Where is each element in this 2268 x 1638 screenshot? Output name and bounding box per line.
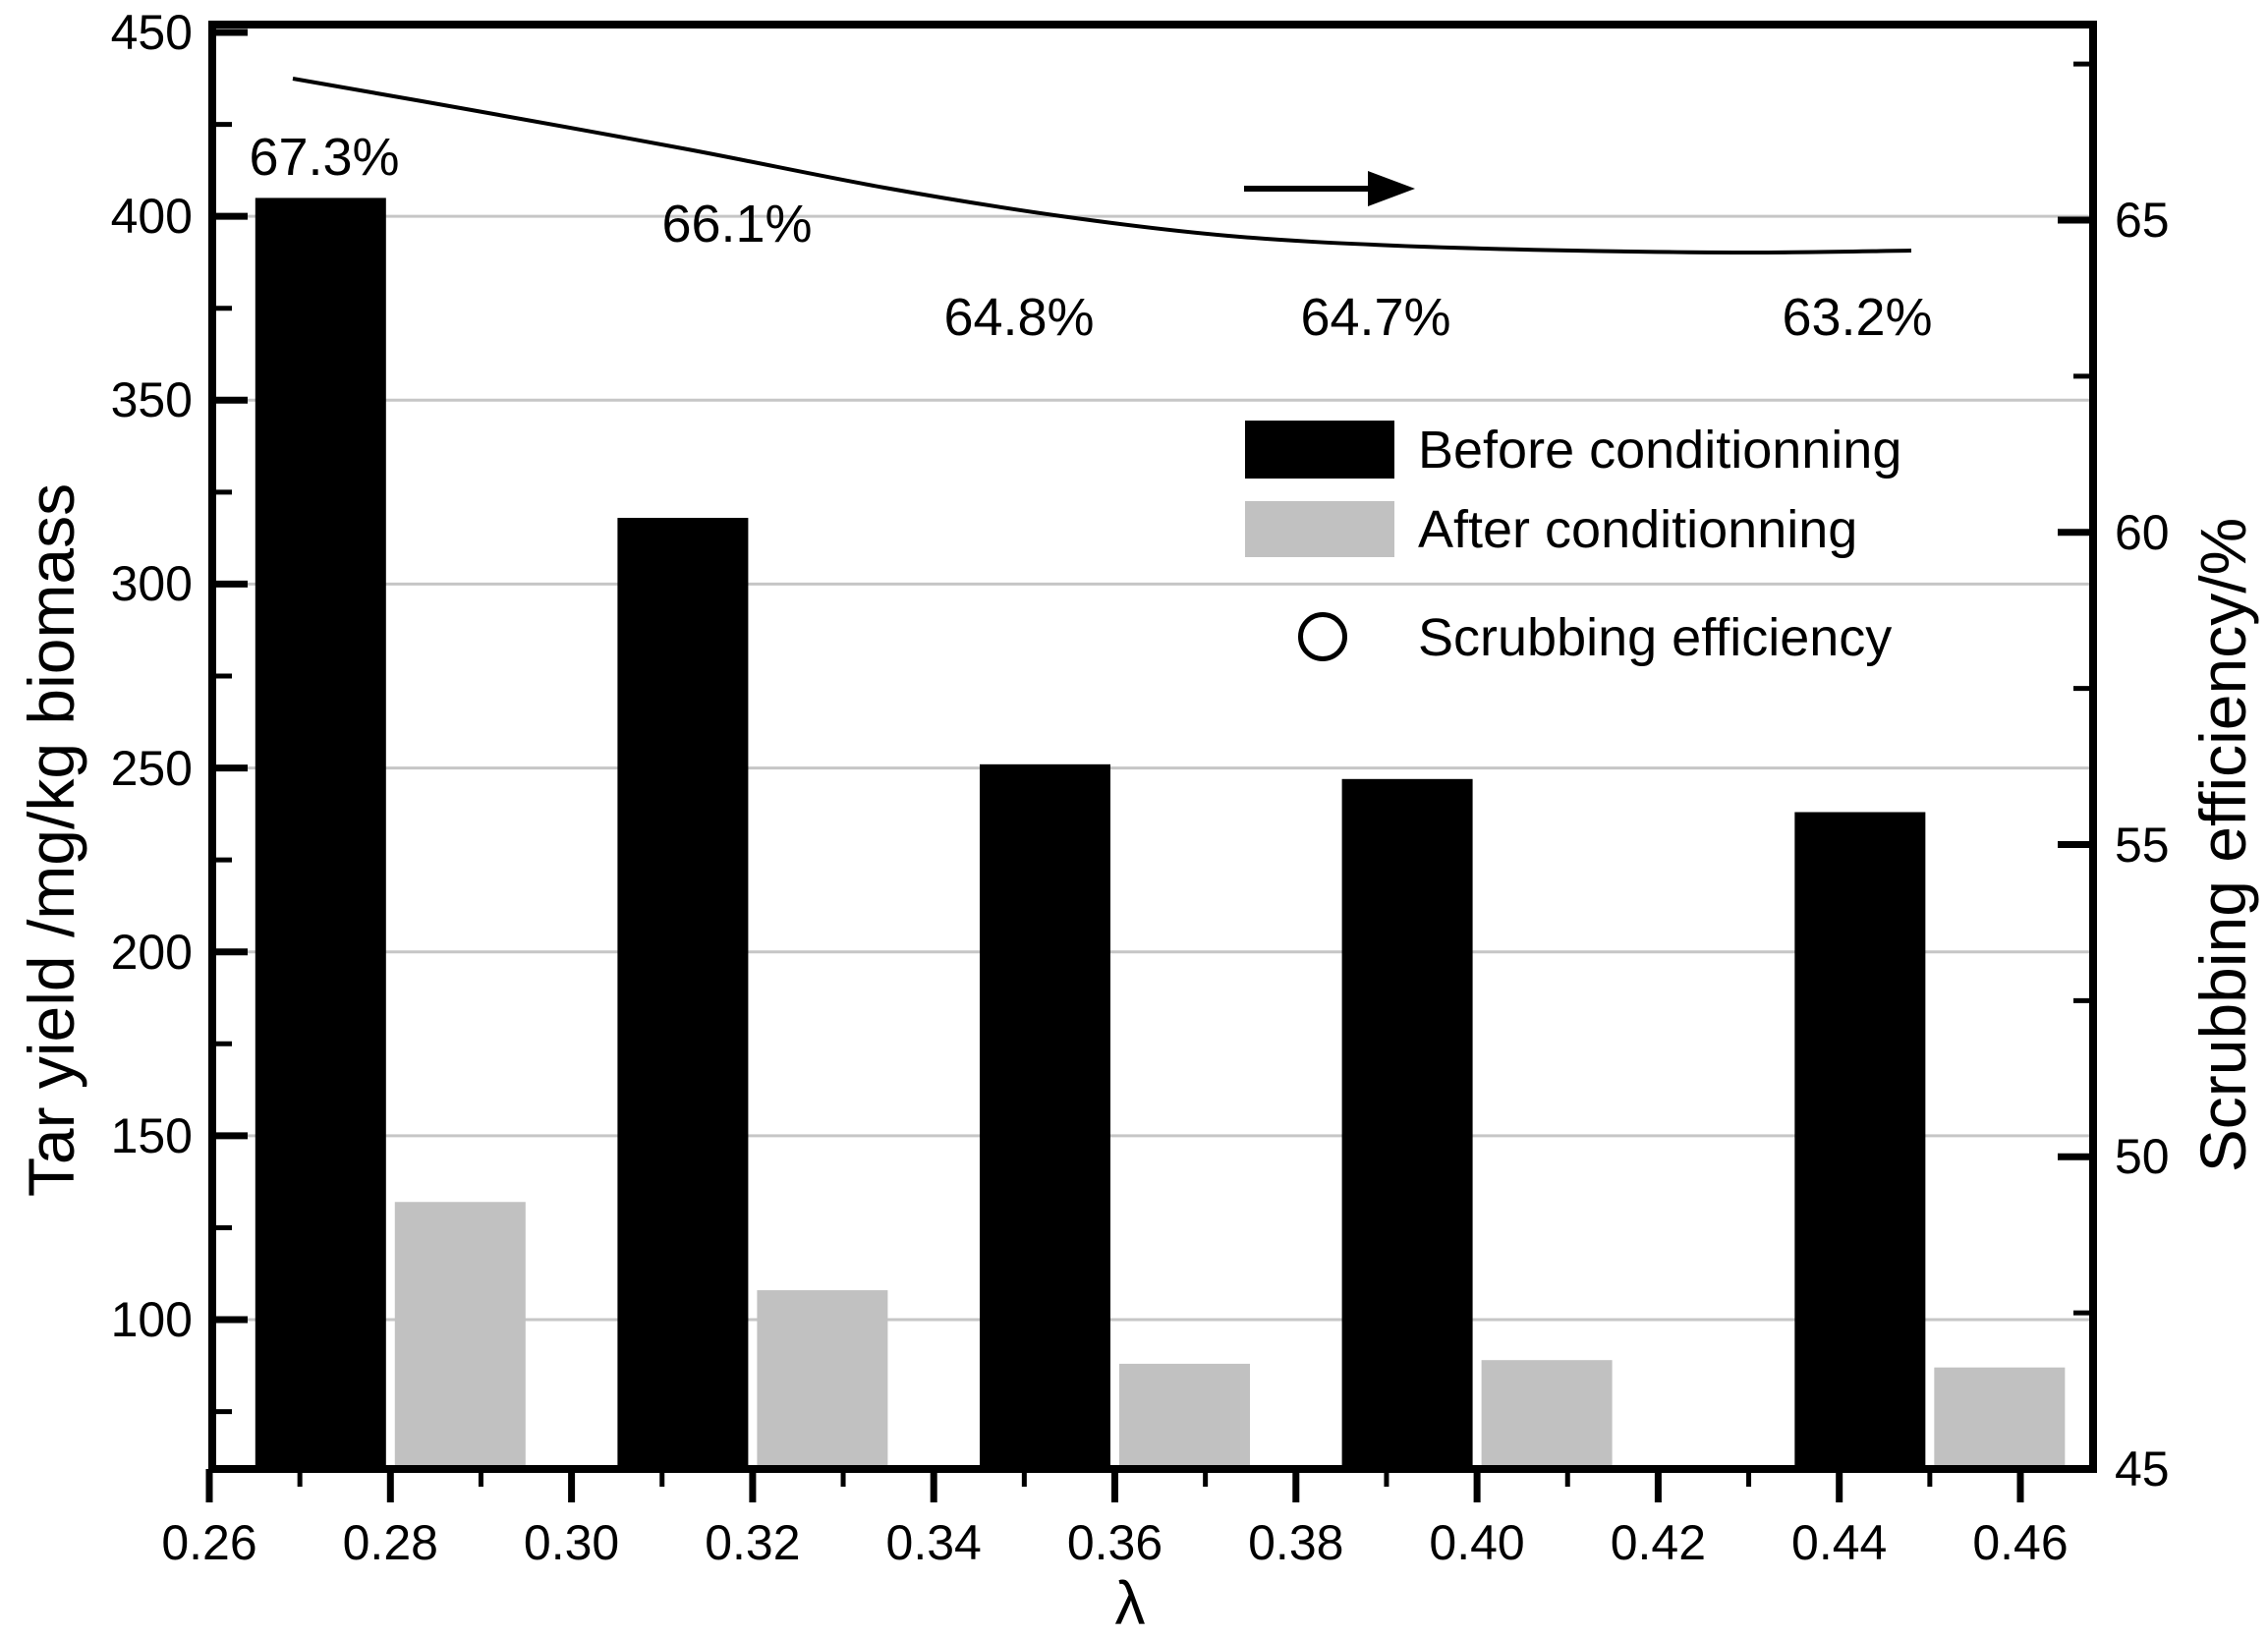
- x-tick-label: 0.28: [342, 1515, 438, 1570]
- legend-label-before: Before conditionning: [1418, 421, 1902, 480]
- y-left-tick-label: 300: [110, 556, 193, 612]
- x-axis-title: λ: [1114, 1569, 1146, 1638]
- x-tick-label: 0.30: [523, 1515, 620, 1570]
- y-right-tick-label: 65: [2115, 193, 2170, 248]
- y-left-tick-label: 100: [110, 1292, 193, 1347]
- x-tick-label: 0.32: [705, 1515, 801, 1570]
- y-left-tick-label: 350: [110, 372, 193, 428]
- bar-after: [1934, 1367, 2066, 1469]
- x-tick-label: 0.36: [1066, 1515, 1163, 1570]
- bar-after: [1481, 1360, 1613, 1469]
- legend-swatch-before-icon: [1245, 421, 1394, 479]
- bar-before: [1794, 812, 1926, 1469]
- y-left-tick-label: 150: [110, 1107, 193, 1163]
- x-tick-label: 0.38: [1248, 1515, 1344, 1570]
- y-left-tick-label: 250: [110, 740, 193, 796]
- x-tick-label: 0.46: [1972, 1515, 2069, 1570]
- y-right-tick-label: 55: [2115, 817, 2170, 873]
- legend-circle-marker-icon: [1298, 612, 1347, 661]
- bar-after: [394, 1202, 526, 1469]
- x-tick-label: 0.44: [1791, 1515, 1888, 1570]
- y-axis-right-title: Scrubbing efficiency/%: [2186, 517, 2259, 1173]
- data-label-63-2: 63.2%: [1782, 288, 1933, 347]
- data-label-66-1: 66.1%: [661, 195, 813, 254]
- efficiency-curve: [292, 77, 1912, 255]
- data-label-64-7: 64.7%: [1300, 288, 1451, 347]
- bar-before: [980, 763, 1110, 1469]
- x-tick-label: 0.42: [1610, 1515, 1707, 1570]
- x-tick-label: 0.40: [1429, 1515, 1525, 1570]
- y-left-tick-label: 450: [110, 5, 193, 60]
- bar-after: [1119, 1363, 1250, 1469]
- legend-swatch-after-icon: [1245, 501, 1394, 557]
- bar-before: [255, 198, 386, 1469]
- data-label-67-3: 67.3%: [249, 128, 400, 187]
- bar-before: [617, 518, 749, 1469]
- y-axis-left-title: Tar yield /mg/kg biomass: [15, 482, 87, 1198]
- bar-before: [1341, 778, 1473, 1469]
- legend-label-scrubbing: Scrubbing efficiency: [1418, 608, 1893, 667]
- x-tick-label: 0.26: [161, 1515, 257, 1570]
- x-tick-label: 0.34: [885, 1515, 982, 1570]
- data-label-64-8: 64.8%: [943, 288, 1095, 347]
- y-left-tick-label: 200: [110, 924, 193, 980]
- bar-after: [757, 1290, 888, 1469]
- plot-frame: [208, 21, 2097, 1473]
- right-axis-arrowhead-icon: [1368, 171, 1415, 206]
- legend-label-after: After conditionning: [1418, 500, 1858, 559]
- y-right-tick-label: 50: [2115, 1129, 2170, 1185]
- y-right-tick-label: 60: [2115, 504, 2170, 560]
- y-left-tick-label: 400: [110, 189, 193, 245]
- y-right-tick-label: 45: [2115, 1441, 2170, 1497]
